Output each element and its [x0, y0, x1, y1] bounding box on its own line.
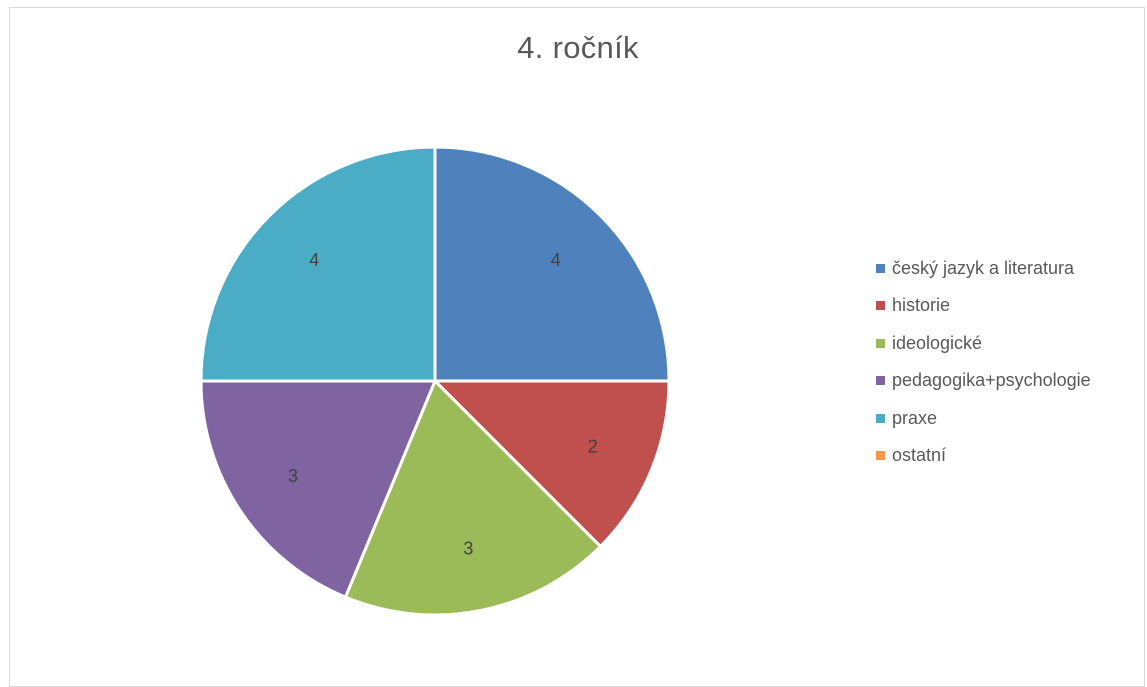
pie-slices — [199, 145, 671, 617]
pie-slice-ideologick — [343, 379, 602, 617]
legend-swatch — [876, 263, 885, 273]
legend-item-historie: historie — [876, 291, 1091, 321]
data-label-ideologick: 3 — [463, 539, 473, 559]
legend-label: ideologické — [892, 332, 983, 353]
pie-data-labels: 4 2 3 3 4 — [288, 250, 598, 558]
legend-swatch — [876, 451, 885, 460]
legend-item-pedagogika-psychologie: pedagogika+psychologie — [876, 366, 1091, 396]
legend-label: ostatní — [892, 445, 947, 465]
legend-swatch — [876, 338, 885, 348]
legend-label: pedagogika+psychologie — [892, 370, 1091, 390]
data-label-historie: 2 — [588, 436, 598, 456]
legend-item-ideologick: ideologické — [876, 328, 1091, 358]
pie-slice-esk-jazyk-a-literatura — [433, 145, 671, 383]
legend-item-ostatn: ostatní — [876, 441, 1091, 471]
data-label-praxe: 4 — [309, 250, 319, 270]
chart-legend: český jazyk a literatura historie ideologi… — [876, 253, 1091, 478]
legend-swatch — [876, 301, 885, 310]
pie-slice-historie — [433, 379, 671, 548]
chart-title: 4. ročník — [517, 30, 639, 65]
legend-swatch — [876, 376, 885, 385]
legend-item-praxe: praxe — [876, 403, 1091, 433]
pie-slice-pedagogika-psychologie — [199, 379, 437, 599]
legend-label: český jazyk a literatura — [892, 257, 1075, 278]
legend-swatch — [876, 413, 885, 423]
data-label-pedagogika-psychologie: 3 — [288, 466, 298, 486]
legend-label: historie — [892, 295, 951, 315]
pie-slice-praxe — [199, 145, 437, 383]
data-label-esk-jazyk-a-literatura: 4 — [551, 250, 561, 270]
legend-item-esk-jazyk-a-literatura: český jazyk a literatura — [876, 253, 1091, 283]
legend-label: praxe — [892, 407, 938, 428]
